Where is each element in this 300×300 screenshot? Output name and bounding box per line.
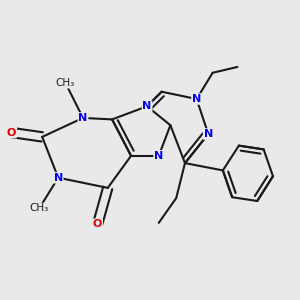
Text: N: N xyxy=(54,173,63,183)
Text: CH₃: CH₃ xyxy=(56,78,75,88)
Text: N: N xyxy=(154,151,164,161)
Text: N: N xyxy=(78,113,88,123)
Text: N: N xyxy=(192,94,201,104)
Text: N: N xyxy=(204,129,213,139)
Text: N: N xyxy=(142,101,152,111)
Text: O: O xyxy=(7,128,16,137)
Text: O: O xyxy=(93,219,102,229)
Text: CH₃: CH₃ xyxy=(30,203,49,213)
